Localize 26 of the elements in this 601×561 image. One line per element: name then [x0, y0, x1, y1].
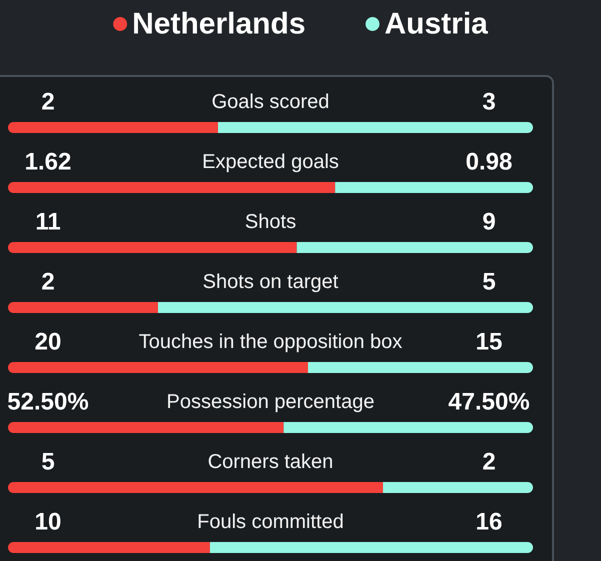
data-label: 2 [482, 448, 496, 476]
data-label: 2 [41, 268, 55, 296]
data-label: 9 [482, 208, 496, 236]
y-tick-label: Touches in the opposition box [138, 331, 402, 353]
data-label: 16 [476, 508, 502, 536]
y-tick-label: Expected goals [202, 151, 339, 173]
data-label: 5 [41, 448, 55, 476]
y-tick-label: Shots on target [202, 271, 339, 293]
data-label: 5 [482, 268, 496, 296]
legend-label: Netherlands [132, 8, 306, 40]
y-tick-label: Possession percentage [166, 391, 374, 413]
data-label: 52.50% [7, 388, 89, 416]
data-label: 10 [34, 508, 62, 536]
data-label: 15 [476, 328, 502, 356]
y-tick-label: Corners taken [208, 451, 334, 473]
data-label: 0.98 [466, 148, 512, 176]
y-tick-label: Fouls committed [197, 511, 344, 533]
legend-label: Austria [384, 8, 488, 40]
data-label: 1.62 [24, 148, 72, 176]
data-label: 3 [482, 88, 496, 116]
data-label: 47.50% [448, 388, 530, 416]
data-label: 20 [34, 328, 62, 356]
y-tick-label: Goals scored [212, 91, 330, 113]
y-tick-label: Shots [244, 211, 296, 233]
data-label: 2 [41, 88, 55, 116]
data-label: 11 [35, 208, 61, 236]
